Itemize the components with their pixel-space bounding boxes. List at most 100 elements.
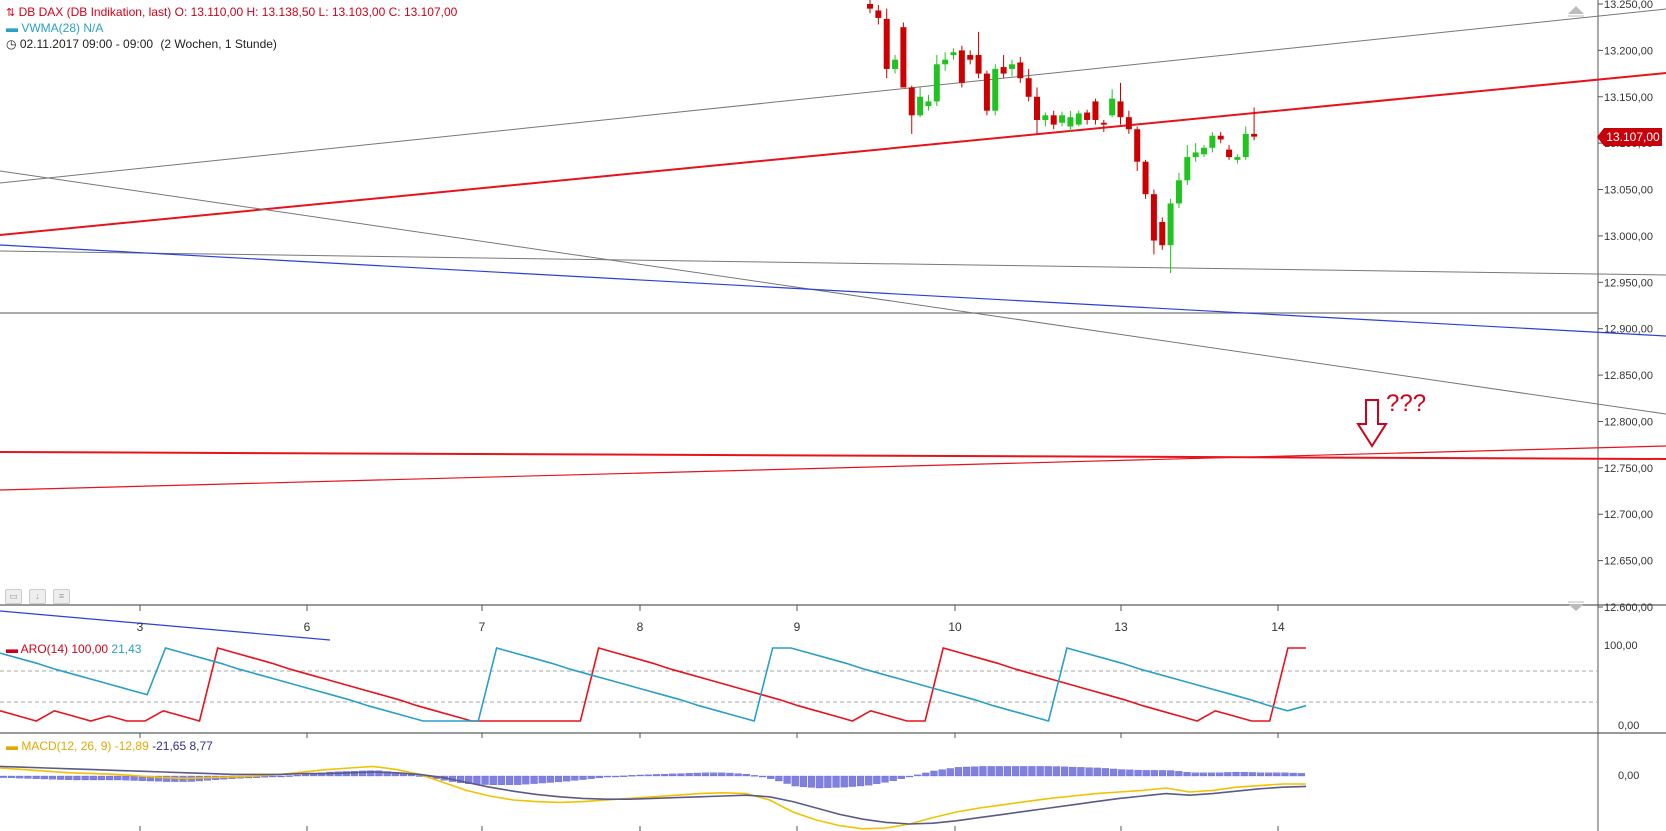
price-tick-label: 13.200,00 — [1604, 45, 1653, 57]
candle-body — [1184, 157, 1191, 181]
macd-tick-zero: 0,00 — [1618, 770, 1639, 782]
scroll-up-icon[interactable] — [1568, 6, 1584, 17]
price-tick-label: 12.750,00 — [1604, 463, 1653, 475]
candle-body — [1251, 133, 1258, 137]
candle-body — [925, 101, 932, 107]
macd-hist-bar — [293, 774, 301, 777]
price-tick-label: 13.000,00 — [1604, 231, 1653, 243]
candle-body — [875, 10, 882, 18]
macd-hist-bar — [595, 775, 603, 779]
macd-hist-bar — [0, 775, 8, 778]
signal-value: -21,65 — [152, 739, 187, 753]
candle-body — [1226, 149, 1233, 158]
macd-hist-bar — [1240, 772, 1248, 777]
trendline-gray-upper — [0, 8, 1666, 184]
zoom-out-icon[interactable]: ▭ — [5, 589, 22, 604]
trendline-red-main — [0, 72, 1666, 236]
candle-body — [1175, 180, 1182, 204]
candle-body — [1167, 203, 1174, 246]
candle-body — [1142, 161, 1149, 195]
aroon-tick-0: 0,00 — [1618, 720, 1639, 732]
candle-body — [1008, 64, 1015, 69]
macd-legend-icon: ▬ — [6, 739, 18, 753]
down-arrow-annotation — [1356, 399, 1388, 448]
macd-hist-bar — [979, 766, 987, 777]
ohlc-close: C: 13.107,00 — [388, 5, 458, 19]
macd-hist-bar — [1191, 772, 1199, 777]
candle-body — [900, 27, 907, 88]
macd-hist-bar — [1052, 766, 1061, 777]
candle-body — [1134, 129, 1141, 162]
ohlc-low: L: 13.103,00 — [318, 5, 386, 19]
macd-hist-bar — [1036, 766, 1044, 777]
vwma-label: VWMA(28) — [21, 21, 81, 35]
macd-hist-bar — [644, 774, 652, 777]
candle-body — [1067, 117, 1074, 127]
macd-hist-bar — [97, 775, 106, 781]
macd-hist-bar — [1020, 766, 1028, 777]
scroll-down-icon[interactable] — [1568, 601, 1584, 611]
macd-hist-bar — [905, 775, 914, 778]
macd-hist-bar — [497, 775, 506, 785]
macd-hist-bar — [1265, 772, 1273, 777]
instrument-label: DB DAX (DB Indikation, last) — [18, 5, 172, 19]
macd-hist-bar — [285, 775, 293, 777]
macd-hist-bar — [620, 775, 628, 777]
macd-hist-bar — [1109, 768, 1118, 777]
macd-hist-bar — [1248, 772, 1256, 777]
candle-body — [950, 52, 957, 56]
macd-hist-bar — [1028, 766, 1036, 777]
macd-hist-bar — [701, 772, 710, 777]
candle-body — [1125, 117, 1132, 130]
time-axis: 3 6 7 8 9 10 13 14 — [137, 605, 1285, 831]
download-icon[interactable]: ↓ — [29, 589, 46, 604]
macd-hist-bar — [897, 775, 905, 779]
candle-body — [958, 50, 965, 83]
macd-hist-bar — [358, 770, 367, 777]
macd-hist-bar — [987, 766, 995, 777]
price-tick-label: 13.050,00 — [1604, 185, 1653, 197]
macd-hist-bar — [1216, 772, 1224, 777]
macd-hist-bar — [375, 770, 383, 777]
price-tick-label: 12.800,00 — [1604, 416, 1653, 428]
macd-hist-bar — [1256, 772, 1265, 777]
candle-body — [908, 87, 915, 116]
macd-hist-bar — [489, 775, 497, 785]
macd-hist-bar — [1069, 766, 1077, 777]
candle-series — [867, 0, 1258, 274]
candle-body — [1025, 78, 1032, 97]
macd-hist-bar — [922, 772, 930, 777]
macd-hist-bar — [954, 767, 963, 777]
settings-icon[interactable]: ≡ — [53, 589, 70, 604]
macd-hist-bar — [473, 775, 481, 785]
last-price-label: 13.107,00 — [1606, 130, 1660, 144]
macd-hist-bar — [930, 770, 938, 777]
macd-hist-bar — [628, 775, 636, 777]
period-label: 02.11.2017 09:00 - 09:00 — [19, 37, 154, 51]
macd-hist-bar — [1012, 766, 1020, 777]
macd-hist-bar — [1101, 768, 1110, 777]
clock-icon: ◷ — [6, 37, 17, 51]
candle-body — [892, 59, 899, 69]
macd-hist-bar — [718, 772, 726, 777]
macd-hist-bar — [1118, 769, 1126, 777]
aroon-down-line — [0, 647, 1307, 722]
macd-hist-bar — [603, 775, 612, 778]
price-tick-label: 12.700,00 — [1604, 509, 1653, 521]
macd-hist-bar — [154, 775, 163, 782]
macd-hist-bar — [856, 775, 865, 787]
macd-hist-bar — [971, 766, 979, 777]
candle-body — [1100, 122, 1107, 125]
macd-hist-bar — [685, 773, 693, 777]
macd-hist-bar — [1183, 772, 1191, 777]
macd-hist-bar — [767, 775, 775, 779]
signal-line — [0, 765, 1307, 825]
candle-body — [1042, 115, 1049, 120]
candle-body — [1000, 67, 1007, 74]
price-axis: 13.250,0013.200,0013.150,0013.100,0013.0… — [1598, 0, 1653, 614]
trendline-gray-flat — [0, 250, 1666, 276]
chart-type-icon[interactable]: ⇅ — [6, 7, 16, 19]
macd-hist-bar — [1167, 770, 1175, 777]
macd-hist-bar — [750, 775, 759, 777]
macd-hist-bar — [89, 775, 97, 781]
